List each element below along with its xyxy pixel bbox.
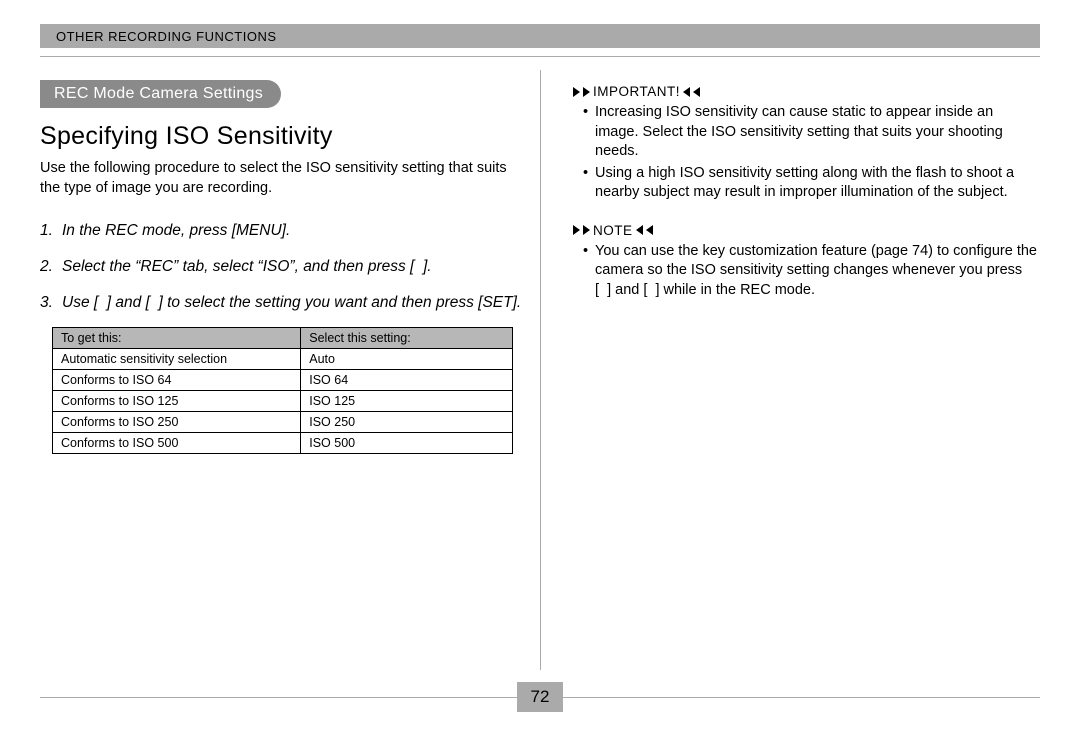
table-row: Conforms to ISO 125ISO 125 (53, 391, 513, 412)
table-cell: ISO 250 (301, 412, 513, 433)
steps-list: 1.In the REC mode, press [MENU]. 2.Selec… (40, 220, 525, 313)
chapter-banner: OTHER RECORDING FUNCTIONS (40, 24, 1040, 48)
triangle-left-icon (683, 87, 690, 97)
table-cell: ISO 64 (301, 370, 513, 391)
section-intro: Use the following procedure to select th… (40, 159, 525, 198)
table-cell: Auto (301, 349, 513, 370)
triangle-left-icon (693, 87, 700, 97)
triangle-right-icon (573, 225, 580, 235)
important-item: Increasing ISO sensitivity can cause sta… (583, 103, 1040, 162)
rule-top (40, 56, 1040, 57)
table-cell: Automatic sensitivity selection (53, 349, 301, 370)
table-cell: Conforms to ISO 250 (53, 412, 301, 433)
step: 3.Use [ ] and [ ] to select the setting … (40, 292, 525, 314)
table-cell: Conforms to ISO 500 (53, 433, 301, 454)
table-cell: Conforms to ISO 64 (53, 370, 301, 391)
column-divider (540, 70, 541, 670)
triangle-left-icon (646, 225, 653, 235)
left-column: REC Mode Camera Settings Specifying ISO … (40, 80, 525, 660)
table-cell: ISO 125 (301, 391, 513, 412)
important-heading: IMPORTANT! (555, 84, 1040, 99)
step-text: Use [ ] and [ ] to select the setting yo… (62, 292, 525, 314)
triangle-right-icon (583, 225, 590, 235)
chapter-title: OTHER RECORDING FUNCTIONS (56, 29, 277, 44)
important-list: Increasing ISO sensitivity can cause sta… (555, 103, 1040, 203)
triangle-right-icon (573, 87, 580, 97)
iso-table: To get this: Select this setting: Automa… (52, 327, 513, 454)
step: 2.Select the “REC” tab, select “ISO”, an… (40, 256, 525, 278)
note-heading: NOTE (555, 223, 1040, 238)
table-row: Conforms to ISO 250ISO 250 (53, 412, 513, 433)
table-col-header: To get this: (53, 328, 301, 349)
step-text: Select the “REC” tab, select “ISO”, and … (62, 256, 525, 278)
page-number: 72 (517, 682, 563, 712)
section-pill: REC Mode Camera Settings (40, 80, 281, 108)
table-row: Automatic sensitivity selectionAuto (53, 349, 513, 370)
section-heading: Specifying ISO Sensitivity (40, 122, 525, 151)
triangle-left-icon (636, 225, 643, 235)
table-row: Conforms to ISO 500ISO 500 (53, 433, 513, 454)
note-label: NOTE (593, 223, 633, 238)
table-col-header: Select this setting: (301, 328, 513, 349)
table-cell: Conforms to ISO 125 (53, 391, 301, 412)
table-row: Conforms to ISO 64ISO 64 (53, 370, 513, 391)
step-text: In the REC mode, press [MENU]. (62, 220, 525, 242)
right-column: IMPORTANT! Increasing ISO sensitivity ca… (555, 80, 1040, 660)
important-label: IMPORTANT! (593, 84, 680, 99)
table-header-row: To get this: Select this setting: (53, 328, 513, 349)
important-item: Using a high ISO sensitivity setting alo… (583, 164, 1040, 203)
table-cell: ISO 500 (301, 433, 513, 454)
triangle-right-icon (583, 87, 590, 97)
note-list: You can use the key customization featur… (555, 242, 1040, 301)
note-item: You can use the key customization featur… (583, 242, 1040, 301)
step: 1.In the REC mode, press [MENU]. (40, 220, 525, 242)
